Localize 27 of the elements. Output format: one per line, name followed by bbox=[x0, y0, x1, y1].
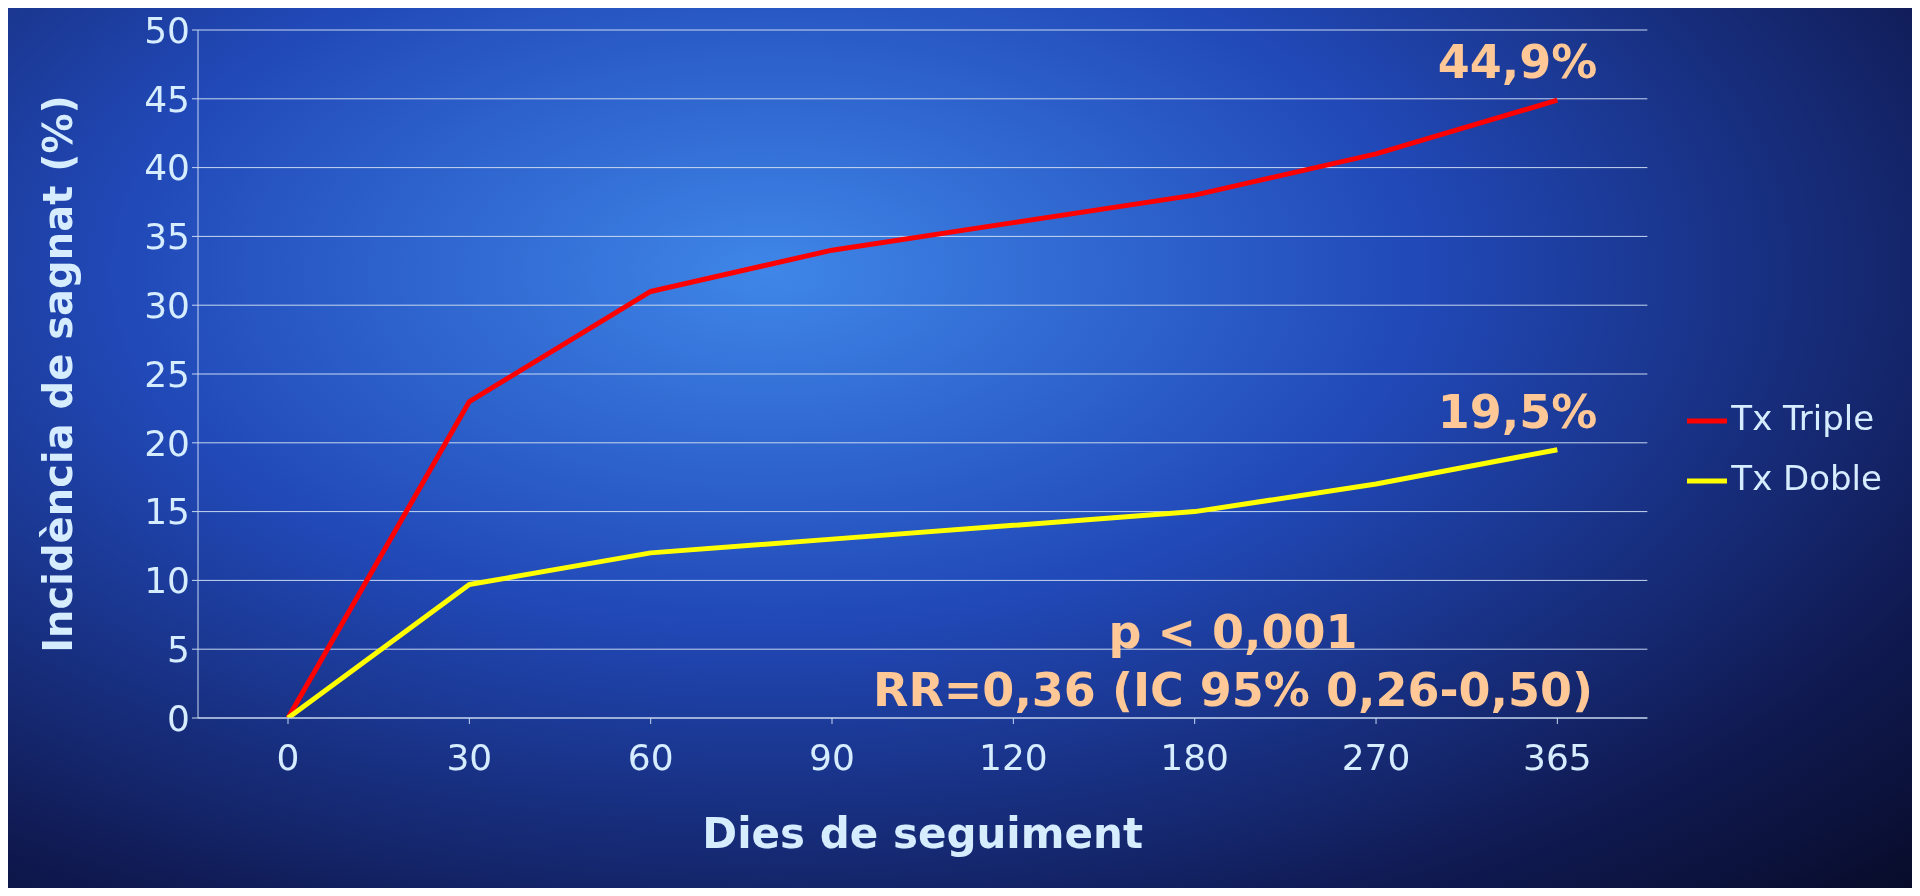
legend-label: Tx Doble bbox=[1731, 458, 1882, 498]
y-tick-label: 10 bbox=[144, 560, 190, 602]
x-tick-label: 270 bbox=[1341, 736, 1411, 778]
legend-label: Tx Triple bbox=[1731, 398, 1875, 438]
y-tick-label: 0 bbox=[167, 697, 190, 739]
y-tick-label: 30 bbox=[144, 284, 190, 326]
annotation: RR=0,36 (IC 95% 0,26-0,50) bbox=[872, 662, 1594, 719]
y-tick-label: 25 bbox=[144, 353, 190, 395]
data-label: 19,5% bbox=[1437, 384, 1598, 439]
y-axis-title: Incidència de sagnat (%) bbox=[35, 95, 82, 653]
y-tick-label: 35 bbox=[144, 216, 190, 258]
y-tick-label: 40 bbox=[144, 147, 190, 189]
x-tick-label: 30 bbox=[446, 736, 493, 778]
annotation: p < 0,001 bbox=[1107, 604, 1359, 661]
y-tick-label: 5 bbox=[167, 628, 190, 670]
y-tick-label: 20 bbox=[144, 422, 190, 464]
x-axis-title: Dies de seguiment bbox=[702, 809, 1143, 858]
x-tick-label: 120 bbox=[978, 736, 1048, 778]
data-label: 44,9% bbox=[1437, 35, 1598, 90]
y-tick-label: 15 bbox=[144, 491, 190, 533]
x-tick-label: 90 bbox=[809, 736, 855, 778]
x-tick-label: 365 bbox=[1523, 736, 1592, 778]
x-tick-label: 0 bbox=[276, 736, 300, 778]
x-tick-label: 60 bbox=[627, 736, 674, 778]
y-tick-label: 50 bbox=[144, 9, 190, 51]
y-tick-label: 45 bbox=[144, 78, 190, 120]
x-tick-label: 180 bbox=[1160, 736, 1230, 778]
